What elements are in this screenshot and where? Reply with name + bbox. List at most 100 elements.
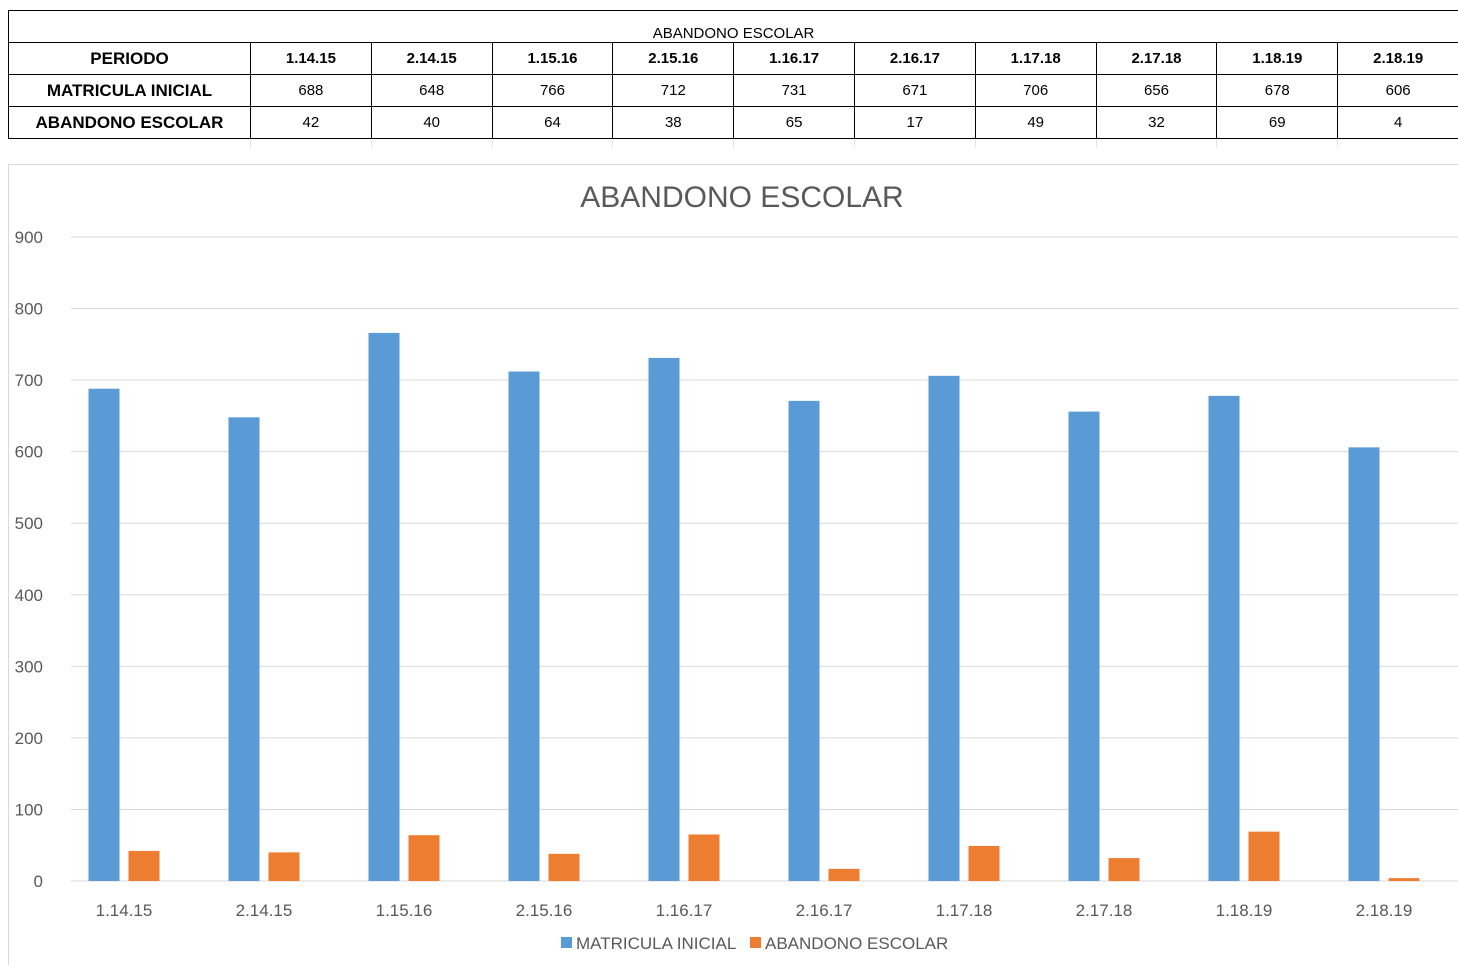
table-cell: 69 bbox=[1216, 106, 1339, 139]
bar bbox=[828, 868, 860, 881]
table-empty-cell bbox=[250, 138, 372, 147]
x-tick-label: 1.18.19 bbox=[1216, 901, 1273, 920]
y-tick-label: 500 bbox=[15, 514, 43, 533]
x-tick-label: 2.14.15 bbox=[236, 901, 293, 920]
bar bbox=[648, 357, 680, 881]
bar bbox=[548, 853, 580, 881]
x-tick-label: 1.15.16 bbox=[376, 901, 433, 920]
bar bbox=[88, 388, 120, 881]
bar bbox=[228, 417, 260, 881]
table-row-label: ABANDONO ESCOLAR bbox=[8, 106, 251, 139]
legend: MATRICULA INICIAL ABANDONO ESCOLAR bbox=[561, 934, 948, 953]
table-empty-cell bbox=[370, 138, 493, 147]
table-cell: 766 bbox=[491, 74, 614, 107]
table-cell: 17 bbox=[853, 106, 976, 139]
y-tick-label: 300 bbox=[15, 657, 43, 676]
bar bbox=[1208, 395, 1240, 881]
x-tick-label: 1.17.18 bbox=[936, 901, 993, 920]
table-empty-cell bbox=[9, 139, 251, 148]
period-header: 1.16.17 bbox=[733, 42, 855, 75]
data-table: ABANDONO ESCOLAR PERIODO 1.14.15 2.14.15 1… bbox=[7, 10, 1458, 148]
table-cell: 648 bbox=[370, 74, 493, 107]
x-tick-label: 2.18.19 bbox=[1356, 901, 1413, 920]
table-cell: 38 bbox=[612, 106, 735, 139]
y-tick-label: 100 bbox=[15, 800, 43, 819]
table-cell: 712 bbox=[612, 74, 735, 107]
bar bbox=[1348, 447, 1380, 881]
legend-label: ABANDONO ESCOLAR bbox=[765, 934, 948, 953]
table-cell: 671 bbox=[853, 74, 976, 107]
period-header: 2.18.19 bbox=[1337, 42, 1458, 75]
table-cell: 40 bbox=[370, 106, 493, 139]
x-tick-label: 2.16.17 bbox=[796, 901, 853, 920]
data-table-region: ABANDONO ESCOLAR PERIODO 1.14.15 2.14.15 1… bbox=[7, 10, 1458, 148]
table-cell: 42 bbox=[250, 106, 372, 139]
bar bbox=[128, 850, 160, 881]
period-header: 1.17.18 bbox=[974, 42, 1097, 75]
table-empty-cell bbox=[1216, 138, 1338, 147]
x-tick-label: 1.16.17 bbox=[656, 901, 713, 920]
bar bbox=[268, 852, 300, 881]
bar bbox=[1388, 878, 1420, 881]
table-empty-cell bbox=[974, 138, 1097, 147]
table-row-label: MATRICULA INICIAL bbox=[8, 74, 251, 107]
table-cell: 4 bbox=[1337, 106, 1458, 139]
period-header: 2.17.18 bbox=[1095, 42, 1218, 75]
bar bbox=[788, 400, 820, 881]
y-tick-label: 200 bbox=[15, 729, 43, 748]
bar bbox=[1248, 831, 1280, 881]
table-cell: 678 bbox=[1216, 74, 1339, 107]
bar bbox=[508, 371, 540, 881]
period-header: 2.14.15 bbox=[370, 42, 493, 75]
table-empty-cell bbox=[1337, 138, 1458, 147]
table-row: MATRICULA INICIAL 688 648 766 712 731 671 706 6… bbox=[8, 74, 1458, 107]
table-cell: 64 bbox=[491, 106, 614, 139]
table-empty-cell bbox=[733, 138, 855, 147]
y-tick-label: 600 bbox=[15, 443, 43, 462]
table-header-label: PERIODO bbox=[8, 42, 251, 75]
period-header: 2.15.16 bbox=[612, 42, 735, 75]
bar bbox=[368, 332, 400, 881]
table-cell: 32 bbox=[1095, 106, 1218, 139]
period-header: 2.16.17 bbox=[853, 42, 976, 75]
x-tick-label: 2.17.18 bbox=[1076, 901, 1133, 920]
bars bbox=[88, 332, 1420, 881]
table-empty-cell bbox=[612, 138, 734, 147]
period-header: 1.15.16 bbox=[491, 42, 614, 75]
y-tick-label: 800 bbox=[15, 300, 43, 319]
table-row: ABANDONO ESCOLAR 42 40 64 38 65 17 49 32 69 4 bbox=[8, 106, 1458, 139]
y-tick-label: 900 bbox=[15, 228, 43, 247]
period-header: 1.14.15 bbox=[250, 42, 372, 75]
chart-title: ABANDONO ESCOLAR bbox=[580, 181, 903, 214]
table-cell: 65 bbox=[733, 106, 855, 139]
table-empty-cell bbox=[1095, 138, 1217, 147]
table-empty-cell bbox=[491, 138, 613, 147]
x-tick-label: 1.14.15 bbox=[96, 901, 153, 920]
period-header: 1.18.19 bbox=[1216, 42, 1339, 75]
bar bbox=[688, 834, 720, 881]
y-tick-label: 400 bbox=[15, 586, 43, 605]
gridlines bbox=[71, 236, 1458, 882]
bar-chart: ABANDONO ESCOLAR 0 100 200 300 400 500 600 700 8… bbox=[15, 181, 1458, 953]
bar bbox=[1068, 411, 1100, 881]
table-cell: 706 bbox=[974, 74, 1097, 107]
bar bbox=[408, 835, 440, 881]
table-cell: 606 bbox=[1337, 74, 1458, 107]
y-tick-label: 700 bbox=[15, 371, 43, 390]
table-cell: 688 bbox=[250, 74, 372, 107]
bar bbox=[1108, 858, 1140, 881]
x-tick-label: 2.15.16 bbox=[516, 901, 573, 920]
table-cell: 49 bbox=[974, 106, 1097, 139]
table-header-row: PERIODO 1.14.15 2.14.15 1.15.16 2.15.16 1.16… bbox=[8, 42, 1458, 75]
y-axis-ticks: 0 100 200 300 400 500 600 700 800 900 bbox=[15, 228, 43, 891]
table-caption: ABANDONO ESCOLAR bbox=[7, 10, 1458, 43]
chart-area: ABANDONO ESCOLAR 0 100 200 300 400 500 600 700 8… bbox=[8, 164, 1458, 965]
legend-label: MATRICULA INICIAL bbox=[576, 934, 736, 953]
x-axis-ticks: 1.14.15 2.14.15 1.15.16 2.15.16 1.16.17 2.16.… bbox=[96, 901, 1413, 920]
legend-swatch bbox=[561, 937, 572, 948]
y-tick-label: 0 bbox=[34, 872, 43, 891]
table-empty-row bbox=[9, 138, 1458, 148]
table-empty-cell bbox=[853, 138, 976, 147]
table-cell: 656 bbox=[1095, 74, 1218, 107]
legend-swatch bbox=[750, 937, 761, 948]
